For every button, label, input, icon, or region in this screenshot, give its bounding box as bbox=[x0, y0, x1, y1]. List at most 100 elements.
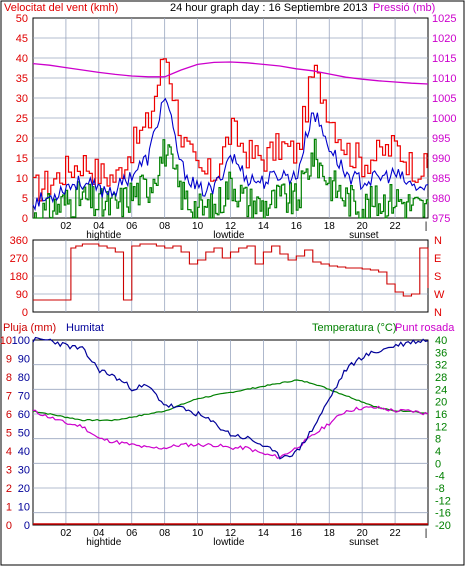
direction-tick-label: 90 bbox=[16, 289, 28, 301]
humidity-tick-label: 80 bbox=[18, 372, 30, 384]
wind-direction-series bbox=[33, 243, 429, 301]
rain-tick-label: 4 bbox=[6, 446, 12, 458]
wind-speed-tick-label: 25 bbox=[16, 113, 28, 125]
compass-label: E bbox=[434, 253, 441, 265]
wind-speed-tick-label: 10 bbox=[16, 173, 28, 185]
direction-tick-label: 270 bbox=[10, 253, 28, 265]
temperature-tick-label: -16 bbox=[435, 508, 451, 520]
temperature-tick-label: 4 bbox=[435, 446, 441, 458]
hour-tick-label: 22 bbox=[390, 528, 402, 539]
humidity-tick-label: 70 bbox=[18, 391, 30, 403]
rain-axis-title: Pluja (mm) bbox=[3, 322, 56, 334]
rain-tick-label: 9 bbox=[6, 354, 12, 366]
tide-sun-marker-label: lowtide bbox=[213, 230, 245, 241]
hour-tick-label: | bbox=[425, 221, 428, 232]
temperature-tick-label: 32 bbox=[435, 360, 447, 372]
humidity-tick-label: 10 bbox=[18, 502, 30, 514]
hour-tick-label: 12 bbox=[225, 528, 237, 539]
compass-label: S bbox=[434, 271, 441, 283]
hour-tick-label: 18 bbox=[324, 221, 336, 232]
hour-tick-label: 06 bbox=[126, 528, 138, 539]
pressure-tick-label: 1005 bbox=[432, 93, 456, 105]
dew-point-axis-title: Punt rosada bbox=[395, 322, 455, 334]
temperature-tick-label: -4 bbox=[435, 471, 445, 483]
hour-tick-label: 04 bbox=[93, 221, 105, 232]
humidity-tick-label: 30 bbox=[18, 465, 30, 477]
pressure-tick-label: 985 bbox=[432, 173, 450, 185]
hour-tick-label: 10 bbox=[192, 528, 204, 539]
compass-label: W bbox=[434, 289, 445, 301]
rain-tick-label: 7 bbox=[6, 391, 12, 403]
humidity-tick-label: 40 bbox=[18, 446, 30, 458]
hour-tick-label: 14 bbox=[258, 528, 270, 539]
rain-tick-label: 2 bbox=[6, 483, 12, 495]
humidity-series bbox=[32, 336, 429, 460]
wind-speed-tick-label: 45 bbox=[16, 33, 28, 45]
hour-tick-label: 06 bbox=[126, 221, 138, 232]
pressure-axis-title: Pressió (mb) bbox=[373, 2, 435, 14]
pressure-tick-label: 1025 bbox=[432, 13, 456, 25]
hour-tick-label: 16 bbox=[291, 221, 303, 232]
wind-speed-tick-label: 35 bbox=[16, 73, 28, 85]
wind-speed-tick-label: 50 bbox=[16, 13, 28, 25]
pressure-tick-label: 1000 bbox=[432, 113, 456, 125]
humidity-tick-label: 90 bbox=[18, 354, 30, 366]
hour-tick-label: 04 bbox=[93, 528, 105, 539]
humidity-tick-label: 20 bbox=[18, 483, 30, 495]
tide-sun-marker-label: hightide bbox=[86, 230, 121, 241]
temperature-tick-label: 36 bbox=[435, 347, 447, 359]
humidity-tick-label: 0 bbox=[24, 520, 30, 532]
hour-tick-label: 12 bbox=[225, 221, 237, 232]
tide-sun-marker-label: lowtide bbox=[213, 537, 245, 548]
pressure-tick-label: 980 bbox=[432, 193, 450, 205]
rain-tick-label: 6 bbox=[6, 409, 12, 421]
temperature-axis-title: Temperatura (°C) bbox=[312, 322, 396, 334]
temperature-tick-label: 40 bbox=[435, 335, 447, 347]
pressure-tick-label: 1020 bbox=[432, 33, 456, 45]
humidity-tick-label: 100 bbox=[12, 335, 30, 347]
rain-tick-label: 5 bbox=[6, 428, 12, 440]
wind-speed-tick-label: 5 bbox=[22, 193, 28, 205]
hour-tick-label: 18 bbox=[324, 528, 336, 539]
dew-point-series bbox=[32, 405, 429, 459]
wind-speed-tick-label: 40 bbox=[16, 53, 28, 65]
compass-label: N bbox=[434, 307, 442, 319]
pressure-tick-label: 995 bbox=[432, 133, 450, 145]
humidity-tick-label: 50 bbox=[18, 428, 30, 440]
hour-tick-label: 02 bbox=[60, 221, 72, 232]
wind-speed-tick-label: 0 bbox=[22, 213, 28, 225]
temperature-tick-label: -8 bbox=[435, 483, 445, 495]
direction-tick-label: 180 bbox=[10, 271, 28, 283]
hour-tick-label: 20 bbox=[357, 528, 369, 539]
hour-tick-label: 08 bbox=[159, 528, 171, 539]
tide-sun-marker-label: sunset bbox=[349, 230, 379, 241]
temperature-tick-label: 0 bbox=[435, 458, 441, 470]
hour-tick-label: 10 bbox=[192, 221, 204, 232]
temperature-tick-label: 16 bbox=[435, 409, 447, 421]
hour-tick-label: 16 bbox=[291, 528, 303, 539]
wind-gust-series bbox=[33, 58, 428, 202]
compass-label: N bbox=[434, 235, 442, 247]
hour-tick-label: | bbox=[425, 528, 428, 539]
direction-panel-grid bbox=[33, 240, 428, 312]
tide-sun-marker-label: sunset bbox=[349, 537, 379, 548]
rain-tick-label: 10 bbox=[0, 335, 12, 347]
rain-tick-label: 3 bbox=[6, 465, 12, 477]
wind-panel-grid bbox=[33, 18, 428, 218]
wind-speed-tick-label: 20 bbox=[16, 133, 28, 145]
temperature-tick-label: 12 bbox=[435, 421, 447, 433]
wind-speed-tick-label: 30 bbox=[16, 93, 28, 105]
hour-tick-label: 20 bbox=[357, 221, 369, 232]
tide-sun-marker-label: hightide bbox=[86, 537, 121, 548]
humidity-tick-label: 60 bbox=[18, 409, 30, 421]
rain-tick-label: 1 bbox=[6, 502, 12, 514]
pressure-series bbox=[32, 61, 429, 85]
direction-tick-label: 360 bbox=[10, 235, 28, 247]
temperature-tick-label: 8 bbox=[435, 434, 441, 446]
pressure-tick-label: 1010 bbox=[432, 73, 456, 85]
humidity-axis-title: Humitat bbox=[66, 322, 104, 334]
temperature-tick-label: -20 bbox=[435, 520, 451, 532]
temperature-tick-label: 20 bbox=[435, 397, 447, 409]
chart-title: 24 hour graph day : 16 Septiembre 2013 bbox=[170, 2, 368, 14]
wind-speed-axis-title: Velocitat del vent (kmh) bbox=[4, 2, 118, 14]
